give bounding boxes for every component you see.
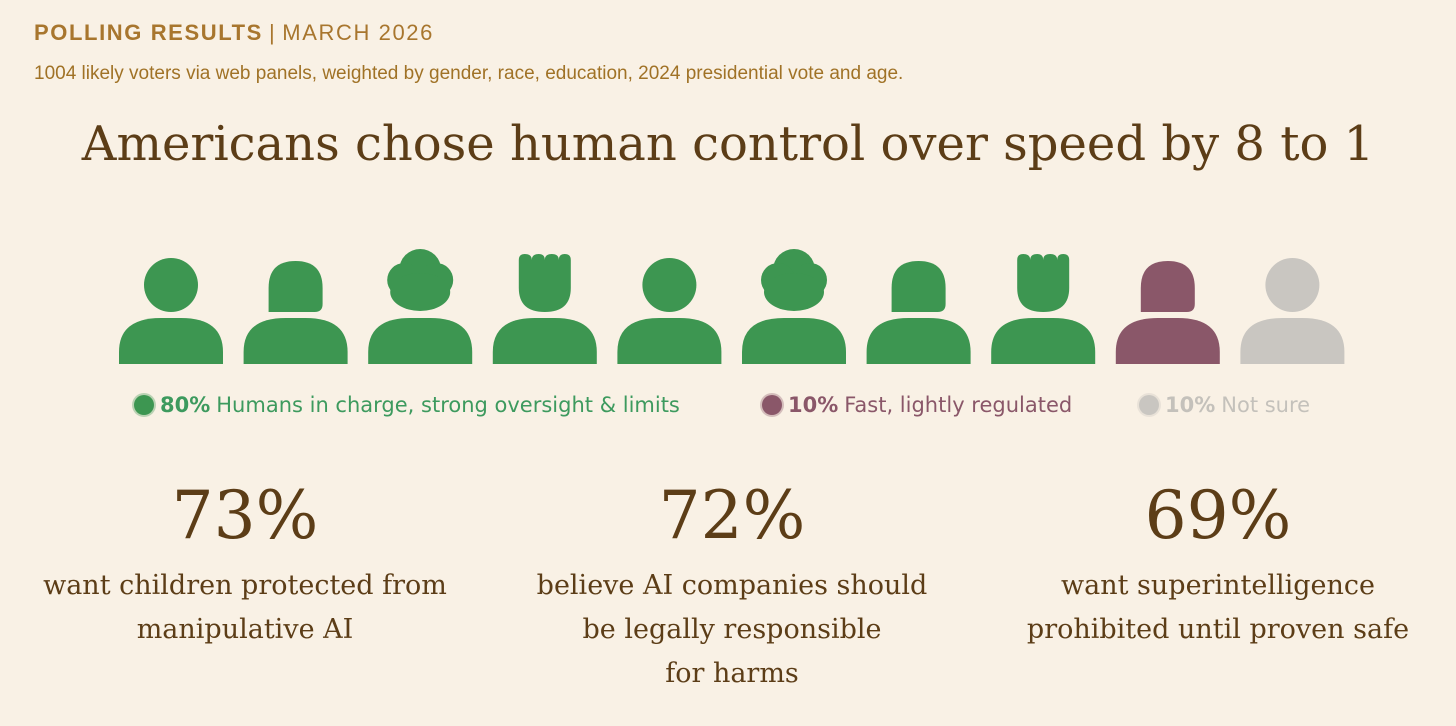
icon-body bbox=[243, 318, 348, 364]
person-curly-hair-icon bbox=[368, 249, 473, 364]
icon-body bbox=[742, 318, 846, 364]
headline: Americans chose human control over speed… bbox=[81, 116, 1375, 172]
stat-value: 69% bbox=[1144, 477, 1292, 554]
kicker-separator: | bbox=[268, 20, 277, 45]
kicker: POLLING RESULTS | MARCH 2026 bbox=[34, 20, 434, 46]
legend-value: 10% bbox=[1165, 393, 1216, 417]
stat-text-line: want superintelligence bbox=[1061, 570, 1375, 601]
icon-body bbox=[866, 318, 971, 364]
legend-dot bbox=[762, 395, 782, 415]
legend-label: Fast, lightly regulated bbox=[844, 393, 1073, 417]
icon-head bbox=[891, 261, 946, 312]
person-curly-hair-icon bbox=[742, 249, 846, 364]
stat-superintelligence-prohibited: 69% want superintelligence prohibited un… bbox=[988, 470, 1448, 652]
icon-head bbox=[268, 261, 323, 312]
legend-label: Humans in charge, strong oversight & lim… bbox=[216, 393, 680, 417]
legend-value: 10% bbox=[788, 393, 839, 417]
icon-head bbox=[390, 273, 451, 311]
stat-value: 73% bbox=[171, 477, 319, 554]
icon-head bbox=[518, 254, 571, 312]
icon-head bbox=[1017, 254, 1070, 312]
icon-body bbox=[617, 318, 722, 364]
icon-body bbox=[991, 318, 1096, 364]
person-icon bbox=[617, 258, 722, 364]
person-short-hair-icon bbox=[243, 261, 348, 364]
icon-head bbox=[144, 258, 198, 312]
legend-item-not-sure: 10% Not sure bbox=[1139, 393, 1310, 417]
icon-body bbox=[1115, 318, 1220, 364]
icon-head bbox=[764, 273, 824, 311]
stat-text-line: prohibited until proven safe bbox=[1026, 614, 1410, 645]
stat-text-line: want children protected from bbox=[43, 570, 447, 601]
stat-text-line: be legally responsible bbox=[582, 614, 882, 645]
person-spiky-hair-icon bbox=[492, 254, 597, 364]
stat-text-line: for harms bbox=[665, 658, 799, 689]
legend-label: Not sure bbox=[1221, 393, 1311, 417]
person-spiky-hair-icon bbox=[991, 254, 1096, 364]
stat-row: 73% want children protected from manipul… bbox=[0, 470, 1456, 720]
stat-value: 72% bbox=[658, 477, 806, 554]
icon-body bbox=[492, 318, 597, 364]
legend-dot bbox=[1139, 395, 1159, 415]
legend-dot bbox=[134, 395, 154, 415]
methodology-subtitle: 1004 likely voters via web panels, weigh… bbox=[34, 63, 904, 84]
icon-head bbox=[1140, 261, 1195, 312]
icon-body bbox=[368, 318, 473, 364]
stat-text-line: manipulative AI bbox=[136, 614, 354, 645]
kicker-label: POLLING RESULTS bbox=[34, 20, 263, 45]
icon-head bbox=[1265, 258, 1320, 312]
icon-body bbox=[1240, 318, 1345, 364]
icon-body bbox=[119, 318, 223, 364]
legend-value: 80% bbox=[160, 393, 211, 417]
person-short-hair-icon bbox=[866, 261, 971, 364]
icon-head bbox=[642, 258, 697, 312]
kicker-date: MARCH 2026 bbox=[282, 20, 434, 45]
chart-legend: 80% Humans in charge, strong oversight &… bbox=[0, 393, 1456, 427]
pictogram-chart bbox=[119, 249, 1345, 364]
person-short-hair-icon bbox=[1115, 261, 1220, 364]
legend-item-fast-lightly-regulated: 10% Fast, lightly regulated bbox=[762, 393, 1072, 417]
person-icon bbox=[119, 258, 223, 364]
stat-text-line: believe AI companies should bbox=[536, 570, 928, 601]
stat-children-protected: 73% want children protected from manipul… bbox=[15, 470, 475, 652]
person-icon bbox=[1240, 258, 1345, 364]
stat-legal-responsibility: 72% believe AI companies should be legal… bbox=[502, 470, 962, 696]
legend-item-humans-in-charge: 80% Humans in charge, strong oversight &… bbox=[134, 393, 680, 417]
